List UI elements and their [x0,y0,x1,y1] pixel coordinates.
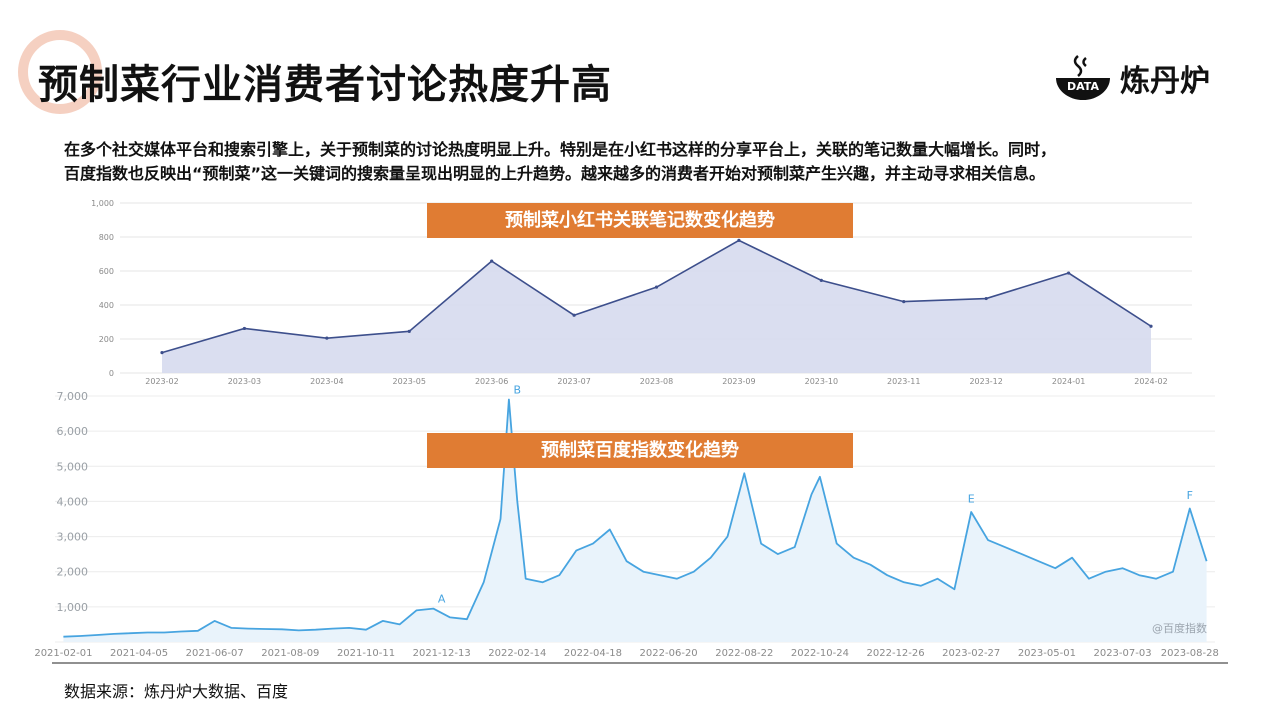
chart2-title-banner: 预制菜百度指数变化趋势 [427,433,853,468]
baidu-index-chart: 1,000 2,000 3,000 4,000 5,000 6,000 7,000 2021-… [34,384,1228,664]
chart2-x-tick-label: 2021-04-05 [110,648,168,659]
chart1-data-point [325,336,329,340]
chart2-annotation-label: F [1187,489,1193,502]
chart1-x-tick-label: 2023-07 [557,377,590,386]
chart2-x-tick-label: 2021-10-11 [337,648,395,659]
chart2-annotation-label: B [514,384,522,397]
page-title: 预制菜行业消费者讨论热度升高 [38,62,612,108]
chart1-y-tick-label: 800 [99,233,114,242]
chart2-y-tick-label: 7,000 [57,390,89,403]
chart2-x-tick-label: 2021-06-07 [186,648,244,659]
chart1-x-tick-label: 2023-12 [969,377,1002,386]
chart1-x-tick-label: 2024-02 [1134,377,1167,386]
chart2-y-tick-label: 1,000 [57,601,89,614]
chart1-data-point [160,351,164,355]
chart2-y-tick-label: 2,000 [57,566,89,579]
chart2-y-tick-label: 6,000 [57,425,89,438]
chart2-x-tick-label: 2023-07-03 [1093,648,1151,659]
chart1-y-tick-label: 600 [99,267,114,276]
chart2-x-tick-label: 2023-08-28 [1161,648,1219,659]
chart1-data-point [1149,324,1153,328]
chart1-x-tick-label: 2024-01 [1052,377,1085,386]
chart1-data-point [1066,271,1071,275]
chart1-y-tick-label: 400 [99,301,114,310]
chart1-data-point [902,300,906,304]
chart2-x-tick-label: 2022-08-22 [715,648,773,659]
chart2-series-line [63,398,1208,638]
chart1-data-point [242,326,247,331]
chart1-x-tick-label: 2023-11 [887,377,920,386]
chart1-x-tick-label: 2023-03 [228,377,261,386]
chart1-x-tick-label: 2023-08 [640,377,673,386]
steaming-bowl-icon: DATA [1056,55,1110,100]
chart1-data-point [819,278,823,282]
chart1-y-tick-label: 200 [99,335,114,344]
chart1-x-tick-label: 2023-02 [145,377,178,386]
data-source: 数据来源：炼丹炉大数据、百度 [64,682,289,701]
chart1-x-tick-label: 2023-05 [393,377,426,386]
chart2-x-tick-label: 2022-10-24 [791,648,849,659]
chart2-x-tick-label: 2021-12-13 [413,648,471,659]
chart1-title-banner: 预制菜小红书关联笔记数变化趋势 [427,203,853,238]
chart1-area-fill [162,240,1151,373]
baidu-watermark: @百度指数 [1152,622,1207,635]
chart2-y-tick-label: 4,000 [57,495,89,508]
description-line-1: 在多个社交媒体平台和搜索引擎上，关于预制菜的讨论热度明显上升。特别是在小红书这样… [64,140,1057,159]
chart1-data-point [984,296,988,301]
chart2-x-tick-label: 2022-02-14 [488,648,546,659]
chart2-x-tick-label: 2021-08-09 [261,648,319,659]
chart1-data-point [654,285,659,289]
chart2-annotation-label: A [438,593,446,606]
logo-text: 炼丹炉 [1120,64,1210,99]
chart1-y-tick-label: 1,000 [91,199,114,208]
chart2-x-tick-label: 2023-02-27 [942,648,1000,659]
chart2-x-tick-label: 2022-06-20 [640,648,698,659]
description: 在多个社交媒体平台和搜索引擎上，关于预制菜的讨论热度明显上升。特别是在小红书这样… [64,138,1224,186]
chart1-x-tick-label: 2023-10 [805,377,838,386]
chart1-x-tick-label: 2023-06 [475,377,508,386]
chart1-x-tick-label: 2023-04 [310,377,343,386]
logo-badge-text: DATA [1067,80,1099,93]
chart2-x-tick-label: 2022-12-26 [867,648,925,659]
title-circle-decoration [18,30,102,114]
brand-logo: DATA 炼丹炉 [1052,52,1210,104]
chart1-data-point [737,238,741,242]
chart2-x-tick-label: 2022-04-18 [564,648,622,659]
chart1-x-tick-label: 2023-09 [722,377,755,386]
chart2-y-tick-label: 3,000 [57,531,89,544]
chart2-x-tick-label: 2021-02-01 [34,648,92,659]
chart2-area-fill [63,399,1207,642]
chart2-x-tick-label: 2023-05-01 [1018,648,1076,659]
chart1-data-point [407,329,411,333]
chart1-y-tick-label: 0 [109,369,114,378]
chart1-data-point [572,313,576,317]
chart2-annotation-label: E [968,492,975,505]
chart2-y-tick-label: 5,000 [57,460,89,473]
chart1-data-point [490,259,494,263]
description-line-2: 百度指数也反映出“预制菜”这一关键词的搜索量呈现出明显的上升趋势。越来越多的消费… [64,164,1046,183]
